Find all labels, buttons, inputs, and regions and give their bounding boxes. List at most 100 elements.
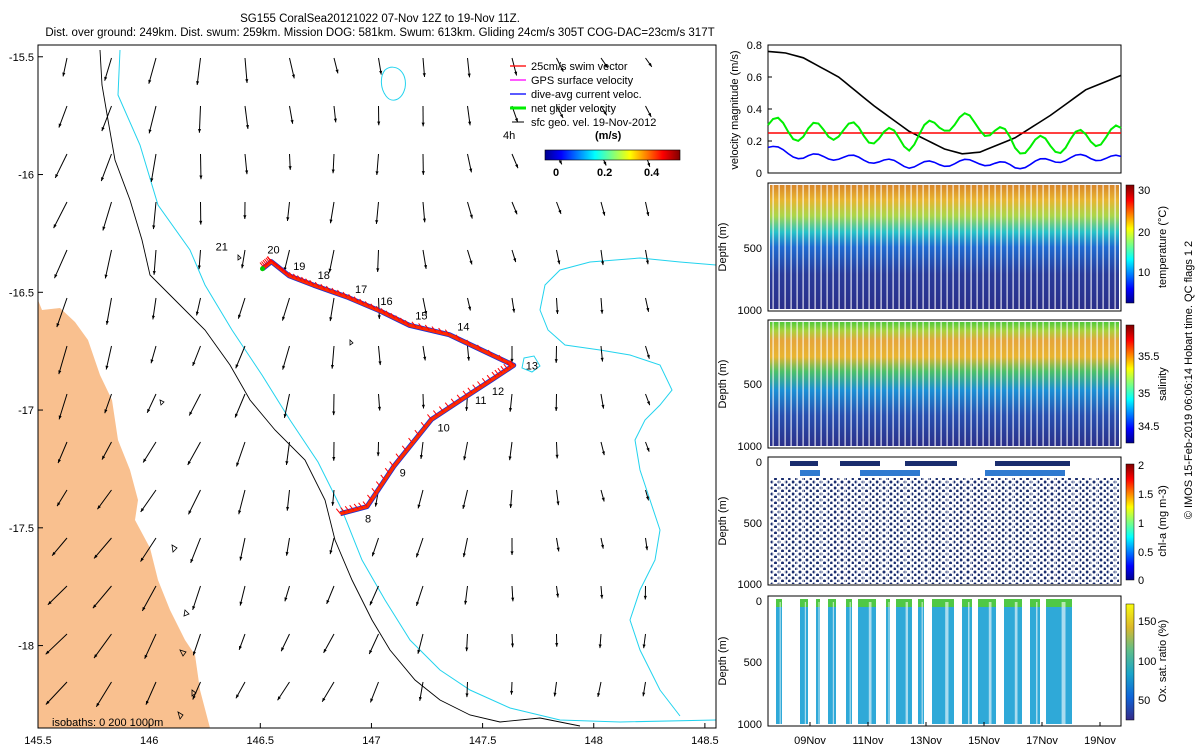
track-day-20: 20 (267, 245, 279, 257)
sal-cb-tick-355: 35.5 (1138, 351, 1159, 363)
chl-cb-tick-2: 2 (1138, 460, 1144, 472)
map-xtick-5: 148 (585, 735, 603, 747)
isobaths-label: isobaths: 0 200 1000m (52, 717, 163, 729)
chl-ytick-0: 0 (756, 457, 762, 469)
map-xtick-4: 147.5 (469, 735, 497, 747)
map-ytick-5: -18 (18, 641, 34, 653)
reef-islands (159, 254, 354, 720)
map-frame (37, 44, 717, 729)
velocity-frame (767, 44, 1122, 174)
chl-cb-label: chl-a (mg m-3) (1157, 485, 1169, 557)
ox-profile-10 (962, 602, 972, 724)
ox-profile-11 (978, 602, 996, 724)
track-day-15: 15 (415, 310, 427, 322)
colorbar-tick-0: 0 (553, 167, 559, 179)
colorbar-title: (m/s) (595, 130, 622, 142)
plot-title: SG155 CoralSea20121022 07-Nov 12Z to 19-… (240, 13, 520, 25)
ox-profile-1 (800, 602, 808, 724)
legend-duration: 4h (503, 130, 515, 142)
date-tick-5: 19Nov (1084, 735, 1116, 747)
land-mass (38, 300, 210, 728)
surface-current-vectors (45, 57, 653, 708)
colorbar-tick-1: 0.2 (597, 167, 612, 179)
map-plot (38, 49, 716, 728)
chl-ytick-1000: 1000 (738, 579, 762, 591)
legend-gps-label: GPS surface velocity (531, 75, 634, 87)
track-day-16: 16 (380, 296, 392, 308)
isobath-1000 (117, 49, 716, 723)
track-day-19: 19 (293, 261, 305, 273)
map-ytick-0: -15.5 (9, 52, 34, 64)
ox-ytick-500: 500 (744, 657, 762, 669)
track-day-11: 11 (475, 395, 486, 407)
ox-ytick-1000: 1000 (738, 719, 762, 731)
legend-swim-label: 25cm/s swim vector (531, 61, 628, 73)
ox-cb-tick-100: 100 (1138, 656, 1156, 668)
plot-subtitle: Dist. over ground: 249km. Dist. swum: 25… (45, 27, 715, 39)
track-day-9: 9 (400, 468, 406, 480)
velocity-ytick-4: 0.8 (747, 40, 762, 52)
legend-geo-label: sfc geo. vel. 19-Nov-2012 (531, 117, 656, 129)
date-axis: 09Nov 11Nov 13Nov 15Nov 17Nov 19Nov (794, 722, 1116, 747)
map-xtick-3: 147 (362, 735, 380, 747)
sal-colorbar (1125, 324, 1135, 444)
map-legend: 25cm/s swim vector GPS surface velocity … (503, 61, 681, 179)
legend-net-label: net glider velocity (531, 103, 616, 115)
ox-profile-0 (776, 602, 782, 724)
sal-ytick-1000: 1000 (738, 441, 762, 453)
track-day-14: 14 (457, 322, 469, 334)
date-tick-0: 09Nov (794, 735, 826, 747)
velocity-ytick-3: 0.6 (747, 72, 762, 84)
track-day-10: 10 (437, 422, 449, 434)
ox-profile-12 (1004, 602, 1022, 724)
ox-ytick-0: 0 (756, 596, 762, 608)
ox-colorbar (1125, 603, 1135, 721)
ox-cb-tick-150: 150 (1138, 616, 1156, 628)
temp-ylabel: Depth (m) (717, 223, 729, 272)
legend-dac-label: dive-avg current veloc. (531, 89, 642, 101)
ox-profile-13 (1030, 602, 1040, 724)
chla-panel: 0 500 1000 Depth (m) 0 0.5 1 1.5 2 chl-a… (717, 456, 1169, 591)
velocity-ytick-1: 0.2 (747, 136, 762, 148)
isobath-1000-knoll (521, 355, 541, 373)
map-ytick-2: -16.5 (9, 287, 34, 299)
temp-cb-tick-20: 20 (1138, 227, 1150, 239)
map-xtick-2: 146.5 (247, 735, 275, 747)
temperature-panel: 500 1000 Depth (m) 10 20 30 temperature … (717, 182, 1169, 317)
ox-profile-4 (846, 602, 852, 724)
isobath-1000-loop (380, 66, 406, 101)
speed-colorbar (544, 149, 681, 161)
credit-text: © IMOS 15-Feb-2019 06:06:14 Hobart time.… (1183, 241, 1195, 519)
track-day-21: 21 (216, 242, 228, 254)
track-day-17: 17 (355, 284, 367, 296)
velocity-panel: 0 0.2 0.4 0.6 0.8 velocity magnitude (m/s) (729, 40, 1122, 180)
colorbar-tick-2: 0.4 (644, 167, 660, 179)
glider-track (259, 256, 517, 517)
map-ytick-3: -17 (18, 405, 34, 417)
velocity-ytick-0: 0 (756, 168, 762, 180)
temp-colorbar (1125, 184, 1135, 304)
track-day-18: 18 (318, 270, 330, 282)
temp-ytick-1000: 1000 (738, 305, 762, 317)
sal-ylabel: Depth (m) (717, 360, 729, 409)
map-xtick-0: 145.5 (24, 735, 52, 747)
ox-profile-3 (828, 602, 836, 724)
date-tick-3: 15Nov (968, 735, 1000, 747)
ox-profile-6 (886, 602, 890, 724)
track-day-13: 13 (526, 360, 538, 372)
ox-profile-14 (1046, 602, 1072, 724)
sal-ytick-500: 500 (744, 379, 762, 391)
chl-cb-tick-05: 0.5 (1138, 547, 1153, 559)
temp-cb-tick-30: 30 (1138, 185, 1150, 197)
chl-ytick-500: 500 (744, 518, 762, 530)
ox-profile-8 (918, 602, 924, 724)
track-day-8: 8 (365, 514, 371, 526)
chl-cb-tick-0: 0 (1138, 575, 1144, 587)
temp-cb-tick-10: 10 (1138, 267, 1150, 279)
ox-cb-tick-50: 50 (1138, 695, 1150, 707)
velocity-series-dive-avg-current (767, 145, 1122, 170)
ox-profile-2 (816, 602, 820, 724)
temp-cb-label: temperature (°C) (1157, 206, 1169, 288)
sal-cb-tick-35: 35 (1138, 388, 1150, 400)
